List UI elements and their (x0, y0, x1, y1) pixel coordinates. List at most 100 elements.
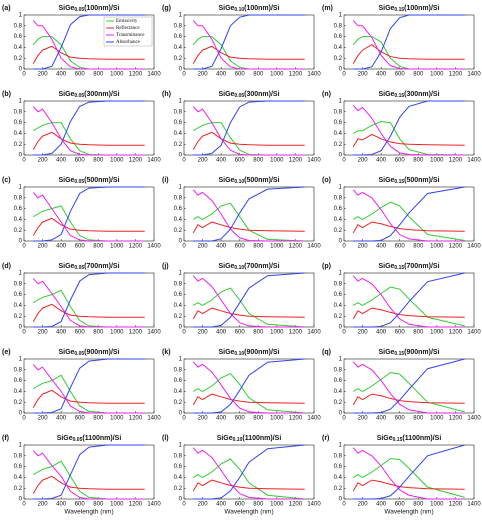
panel: (g) SiGe0.10(100nm)/Si 0 0.2 0.4 0.6 0.8 1 0 200 4… (162, 5, 321, 78)
panel-label: (k) (162, 349, 171, 356)
y-tick-label: 0.4 (14, 389, 23, 395)
title-part: 0.15 (393, 437, 403, 443)
x-tick-label: 400 (216, 502, 227, 508)
panel: (q) SiGe0.15(900nm)/Si 0 0.2 0.4 0.6 0.8 1 0 200 4… (322, 349, 481, 422)
x-tick-label: 200 (198, 244, 209, 250)
y-tick-label: 0 (19, 67, 23, 73)
x-tick-label: 800 (93, 330, 104, 336)
series-line (352, 104, 465, 156)
x-tick-label: 1200 (449, 416, 463, 422)
x-tick-label: 400 (216, 72, 227, 78)
x-tick-label: 800 (413, 158, 424, 164)
title-part: (1100nm)/Si (82, 435, 121, 442)
x-tick-label: 400 (376, 158, 387, 164)
series-line (353, 358, 465, 414)
panel: (j) SiGe0.10(700nm)/Si 0 0.2 0.4 0.6 0.8 1 0 200 4… (162, 263, 321, 336)
series-line (353, 14, 465, 70)
title-part: (1100nm)/Si (242, 435, 281, 442)
series-line (352, 479, 465, 492)
panel-label: (q) (322, 349, 331, 356)
x-tick-label: 0 (182, 158, 186, 164)
x-tick-label: 200 (358, 330, 369, 336)
x-tick-label: 600 (75, 72, 86, 78)
x-tick-label: 1000 (110, 244, 124, 250)
series-line (353, 121, 465, 156)
legend-box (103, 16, 153, 47)
title-part: 0.05 (234, 93, 244, 99)
x-tick-label: 200 (198, 72, 209, 78)
x-tick-label: 1200 (289, 158, 303, 164)
plot-frame (343, 100, 475, 156)
y-tick-label: 0 (19, 153, 23, 159)
x-tick-label: 200 (38, 502, 49, 508)
title-part: SiGe (58, 177, 74, 184)
legend-label: Absorbance (116, 40, 141, 45)
series-line (193, 358, 305, 414)
x-tick-label: 0 (342, 72, 346, 78)
y-tick-label: 0.4 (334, 131, 343, 137)
y-tick-label: 1 (179, 99, 183, 105)
y-tick-label: 0.6 (174, 120, 183, 126)
x-tick-label: 200 (38, 72, 49, 78)
y-tick-label: 1 (19, 185, 23, 191)
title-part: (100nm)/Si (84, 5, 119, 12)
x-tick-label: 400 (56, 158, 67, 164)
y-tick-label: 0.6 (334, 378, 343, 384)
title-part: SiGe (378, 263, 394, 270)
x-tick-label: 400 (376, 502, 387, 508)
x-tick-label: 600 (235, 416, 246, 422)
plot-frame (183, 358, 315, 414)
x-tick-label: 600 (75, 158, 86, 164)
panel-label: (b) (2, 91, 11, 98)
title-part: (700nm)/Si (84, 263, 119, 270)
x-tick-label: 1000 (430, 330, 444, 336)
title-part: 0.15 (394, 351, 404, 357)
series-line (192, 307, 305, 320)
plot-frame (183, 444, 315, 500)
x-tick-label: 200 (38, 158, 49, 164)
y-tick-label: 1 (19, 99, 23, 105)
title-part: SiGe (58, 5, 74, 12)
title-part: 0.15 (394, 179, 404, 185)
x-tick-label: 1200 (129, 244, 143, 250)
y-tick-label: 0.6 (334, 120, 343, 126)
series-line (352, 361, 465, 414)
title-part: 0.15 (394, 93, 404, 99)
title-part: 0.15 (394, 265, 404, 271)
y-tick-label: 0.8 (14, 367, 23, 373)
series-line (193, 122, 305, 156)
series-line (193, 186, 305, 242)
y-tick-label: 0 (19, 411, 23, 417)
y-tick-label: 1 (179, 185, 183, 191)
x-tick-label: 200 (358, 72, 369, 78)
y-tick-label: 0.4 (174, 303, 183, 309)
x-tick-label: 600 (75, 330, 86, 336)
y-tick-label: 0.4 (174, 45, 183, 51)
x-tick-label: 1400 (467, 244, 481, 250)
y-tick-label: 0.2 (174, 56, 183, 62)
x-tick-label: 1000 (430, 158, 444, 164)
y-tick-label: 0.2 (14, 56, 23, 62)
series-line (32, 364, 145, 414)
y-tick-label: 0.4 (14, 131, 23, 137)
x-tick-label: 800 (413, 244, 424, 250)
plot-frame (183, 272, 315, 328)
title-part: SiGe (378, 91, 394, 98)
y-tick-label: 1 (339, 185, 343, 191)
y-tick-label: 0.2 (174, 228, 183, 234)
y-tick-label: 0.4 (14, 45, 23, 51)
series-line (193, 14, 305, 70)
x-tick-label: 400 (376, 330, 387, 336)
x-tick-label: 1000 (270, 72, 284, 78)
series-line (352, 307, 465, 320)
title-part: (500nm)/Si (404, 177, 439, 184)
x-tick-label: 1200 (449, 72, 463, 78)
series-line (33, 272, 145, 328)
x-tick-label: 400 (56, 416, 67, 422)
y-tick-label: 0.8 (334, 453, 343, 459)
y-tick-label: 0.8 (334, 23, 343, 29)
legend-label: Transmittance (116, 33, 145, 38)
y-tick-label: 0.2 (14, 400, 23, 406)
title-part: 0.05 (73, 437, 83, 443)
legend-label: Emissivity (116, 19, 138, 24)
